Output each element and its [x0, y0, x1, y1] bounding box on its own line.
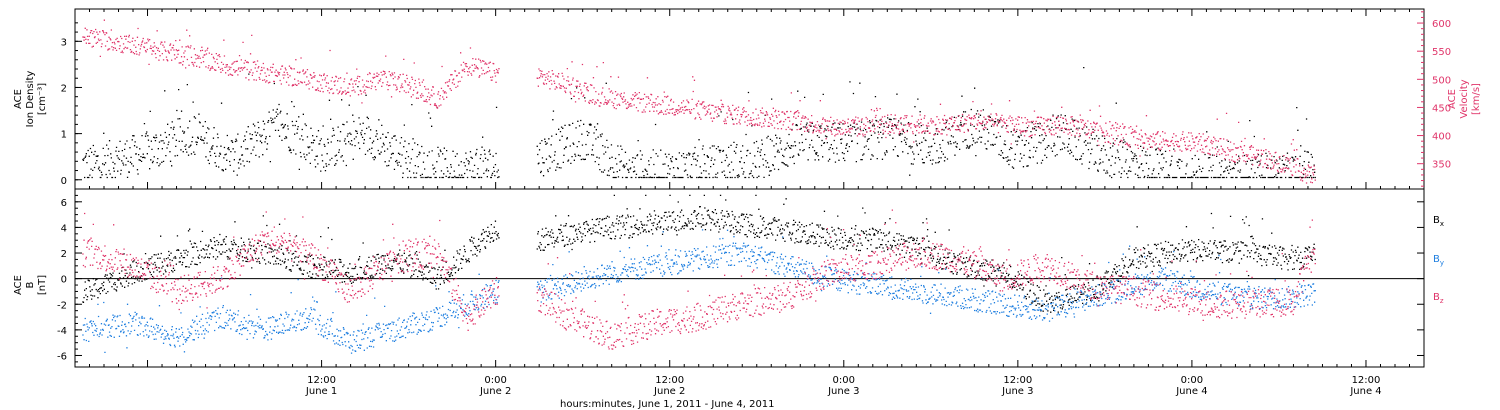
b-axis-label-2: B [25, 281, 36, 288]
date-tick-label: June 4 [1349, 386, 1381, 397]
time-tick-label: 0:00 [833, 375, 855, 386]
time-tick-label: 0:00 [1181, 375, 1203, 386]
b-axis-label-3: [nT] [37, 275, 48, 295]
density-axis-label-2: Ion Density [25, 71, 36, 128]
velocity-tick-label: 350 [1432, 160, 1451, 171]
velocity-tick-label: 500 [1432, 75, 1451, 86]
date-tick-label: June 3 [1001, 386, 1033, 397]
date-tick-label: June 3 [827, 386, 859, 397]
b-tick-label: 2 [61, 249, 67, 260]
legend-bz: Bz [1433, 292, 1444, 305]
magnetic-field-panel: -6 -4 -2 0 2 4 6 ACE B [nT] Bx By Bz [13, 188, 1444, 368]
velocity-points [82, 19, 1316, 184]
velocity-axis-label-2: Velocity [1459, 79, 1470, 118]
time-tick-label: 12:00 [655, 375, 684, 386]
density-tick-label: 0 [61, 176, 67, 187]
density-tick-label: 2 [61, 83, 67, 94]
by-points [82, 229, 1316, 354]
bottom-panel-ticks: -6 -4 -2 0 2 4 6 [57, 194, 1424, 367]
b-tick-label: -4 [57, 326, 67, 337]
density-points [82, 66, 1316, 179]
time-tick-label: 0:00 [484, 375, 506, 386]
date-tick-label: June 2 [479, 386, 511, 397]
date-tick-label: June 4 [1175, 386, 1207, 397]
time-tick-label: 12:00 [307, 375, 336, 386]
time-axis-title: hours:minutes, June 1, 2011 - June 4, 20… [560, 399, 775, 410]
bottom-panel-frame [74, 188, 1425, 368]
bottom-panel-marks [82, 194, 1316, 354]
legend-bx: Bx [1433, 215, 1444, 228]
top-panel-frame [74, 8, 1425, 190]
b-tick-label: -2 [57, 300, 67, 311]
date-tick-label: June 2 [653, 386, 685, 397]
b-tick-label: -6 [57, 351, 67, 362]
ion-density-velocity-panel: 0 1 2 3 350 400 450 500 550 600 ACE Ion Density [… [13, 8, 1482, 190]
top-panel-marks [82, 19, 1316, 184]
b-axis-label-1: ACE [13, 275, 24, 295]
time-tick-label: 12:00 [1352, 375, 1381, 386]
velocity-axis-label-1: ACE [1447, 89, 1458, 109]
velocity-tick-label: 550 [1432, 47, 1451, 58]
bz-points [82, 209, 1316, 350]
density-tick-label: 1 [61, 130, 67, 141]
velocity-tick-label: 450 [1432, 103, 1451, 114]
density-tick-label: 3 [61, 37, 67, 48]
top-panel-ticks: 0 1 2 3 350 400 450 500 550 600 [61, 9, 1451, 189]
date-tick-label: June 1 [305, 386, 337, 397]
b-tick-label: 4 [61, 223, 67, 234]
b-tick-label: 0 [61, 275, 67, 286]
bx-points [82, 194, 1316, 313]
time-tick-label: 12:00 [1003, 375, 1032, 386]
density-axis-label-3: [cm⁻³] [37, 83, 48, 115]
b-tick-label: 6 [61, 198, 67, 209]
velocity-tick-label: 400 [1432, 132, 1451, 143]
legend-by: By [1433, 254, 1444, 267]
velocity-tick-label: 600 [1432, 19, 1451, 30]
velocity-axis-label-3: [km/s] [1471, 83, 1482, 115]
density-axis-label-1: ACE [13, 89, 24, 109]
legend: Bx By Bz [1433, 215, 1444, 305]
